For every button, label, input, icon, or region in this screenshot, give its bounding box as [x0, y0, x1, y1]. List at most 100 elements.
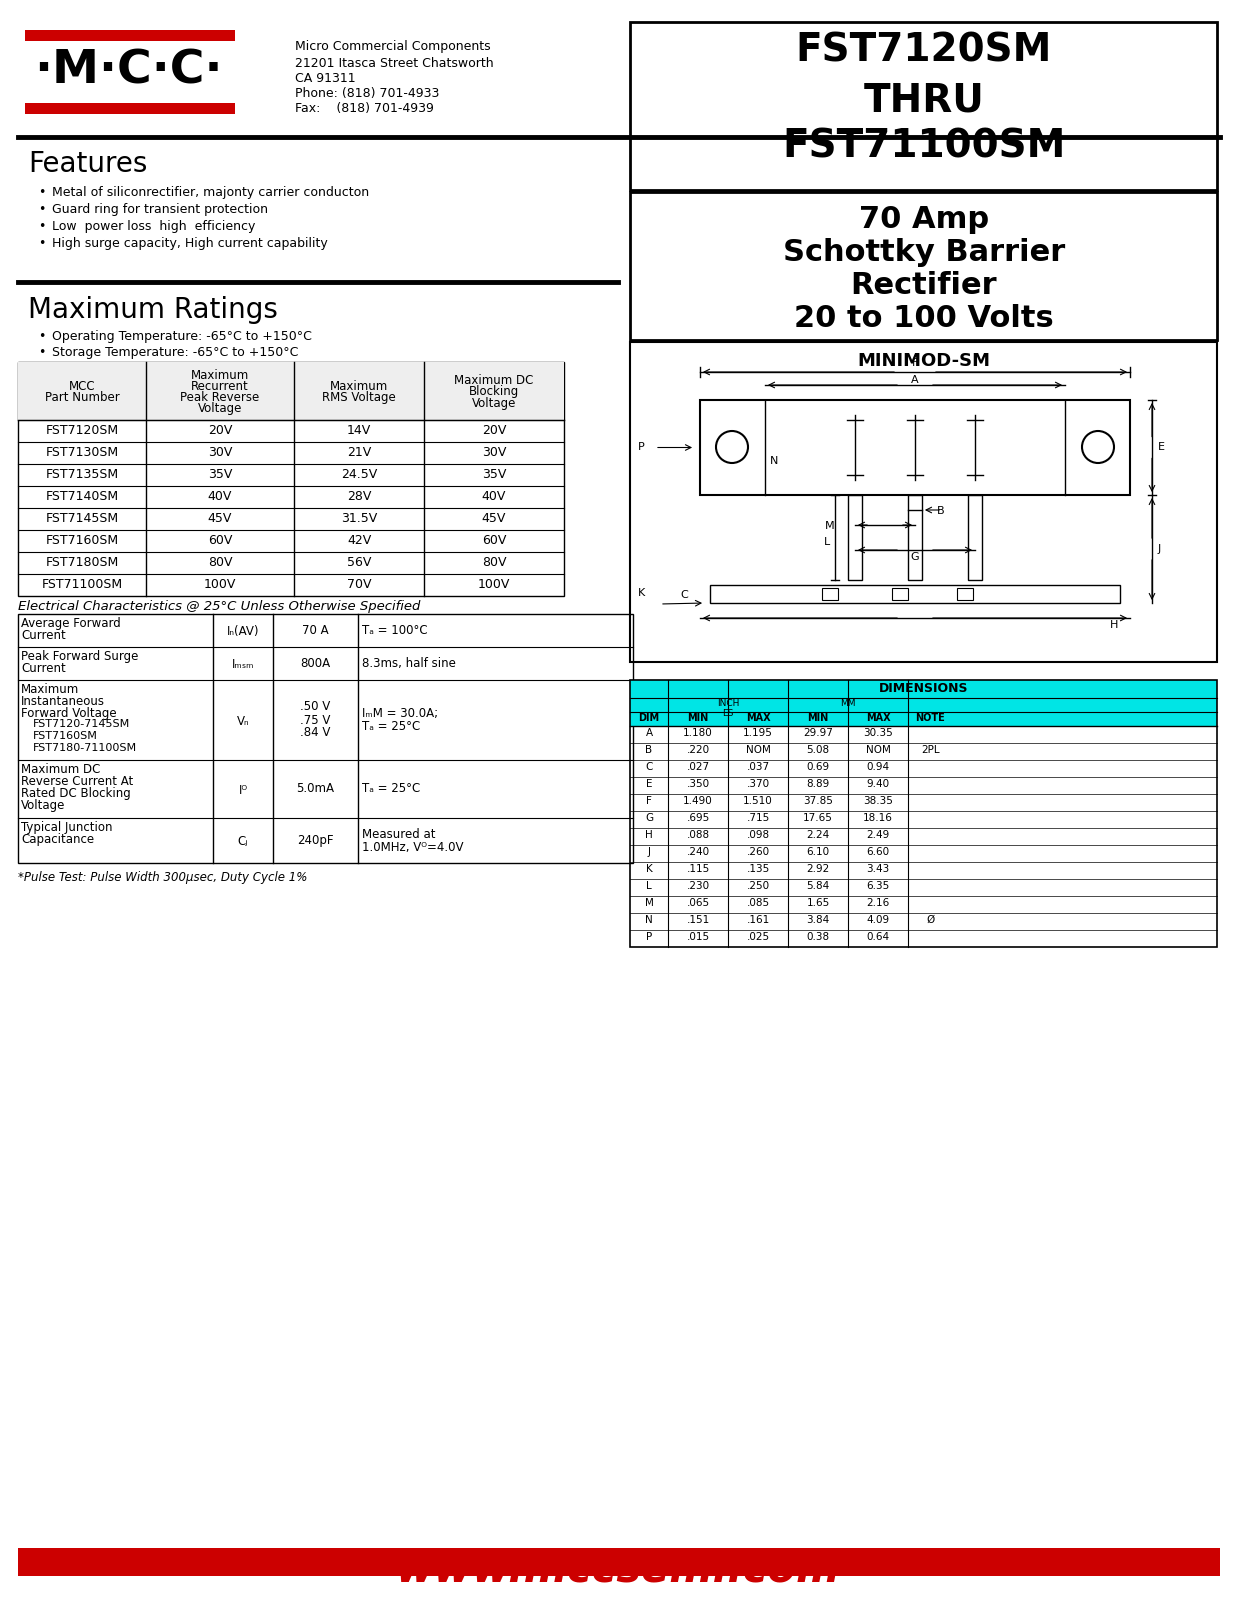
Text: .230: .230 [687, 882, 710, 891]
Text: Features: Features [28, 150, 147, 178]
Text: •: • [38, 237, 46, 250]
Text: 2.16: 2.16 [866, 898, 889, 909]
Text: 30.35: 30.35 [863, 728, 893, 738]
Text: www.mccsemi.com: www.mccsemi.com [396, 1549, 840, 1590]
Text: .250: .250 [746, 882, 769, 891]
Text: Voltage: Voltage [471, 397, 516, 410]
Text: A: A [646, 728, 653, 738]
Text: Vₙ: Vₙ [236, 715, 250, 728]
Text: Recurrent: Recurrent [192, 379, 249, 394]
Text: Maximum Ratings: Maximum Ratings [28, 296, 278, 323]
Text: 2.24: 2.24 [807, 830, 830, 840]
Text: G: G [644, 813, 653, 822]
Text: Tₐ = 100°C: Tₐ = 100°C [362, 624, 428, 637]
Text: .50 V: .50 V [301, 701, 330, 714]
Text: Fax:    (818) 701-4939: Fax: (818) 701-4939 [294, 102, 434, 115]
Text: NOM: NOM [746, 746, 771, 755]
Text: High surge capacity, High current capability: High surge capacity, High current capabi… [52, 237, 328, 250]
Text: 40V: 40V [482, 490, 506, 502]
Text: 0.64: 0.64 [866, 931, 889, 942]
Text: J: J [1158, 544, 1162, 554]
Text: 14V: 14V [346, 424, 371, 437]
Text: C: C [680, 590, 688, 600]
Text: FST7160SM: FST7160SM [46, 534, 119, 547]
Text: 100V: 100V [477, 578, 510, 590]
Text: 6.35: 6.35 [866, 882, 889, 891]
Text: THRU: THRU [863, 82, 985, 120]
Text: Micro Commercial Components: Micro Commercial Components [294, 40, 491, 53]
Text: 800A: 800A [301, 658, 330, 670]
Text: .115: .115 [687, 864, 710, 874]
Text: FST7160SM: FST7160SM [33, 731, 98, 741]
Text: Cⱼ: Cⱼ [238, 835, 249, 848]
Text: K: K [638, 587, 644, 598]
Text: Maximum: Maximum [190, 370, 249, 382]
Text: 4.09: 4.09 [866, 915, 889, 925]
Text: *Pulse Test: Pulse Width 300μsec, Duty Cycle 1%: *Pulse Test: Pulse Width 300μsec, Duty C… [19, 870, 307, 883]
Text: 1.195: 1.195 [743, 728, 773, 738]
Bar [823, 587, 837, 600]
Text: Iᴼ: Iᴼ [239, 784, 247, 797]
Text: E: E [646, 779, 652, 789]
Text: Voltage: Voltage [198, 402, 242, 414]
Text: •: • [38, 330, 46, 342]
Bar [710, 586, 1119, 603]
Text: Typical Junction: Typical Junction [21, 821, 113, 834]
Text: 70 Amp: 70 Amp [858, 205, 990, 234]
Bar [630, 342, 1217, 662]
Text: F: F [646, 795, 652, 806]
Bar [957, 587, 974, 600]
Text: 0.94: 0.94 [866, 762, 889, 773]
Text: MIN: MIN [808, 714, 829, 723]
Text: F: F [912, 358, 918, 368]
Text: Maximum: Maximum [21, 683, 79, 696]
Bar [19, 362, 564, 419]
Bar [630, 22, 1217, 190]
Text: B: B [646, 746, 653, 755]
Text: .84 V: .84 V [301, 726, 330, 739]
Text: .715: .715 [746, 813, 769, 822]
Text: CA 91311: CA 91311 [294, 72, 355, 85]
Text: 45V: 45V [208, 512, 233, 525]
Bar [630, 712, 1217, 726]
Text: 70V: 70V [346, 578, 371, 590]
Text: 56V: 56V [346, 557, 371, 570]
Text: FST7130SM: FST7130SM [46, 446, 119, 459]
Text: Electrical Characteristics @ 25°C Unless Otherwise Specified: Electrical Characteristics @ 25°C Unless… [19, 600, 421, 613]
Text: 45V: 45V [482, 512, 506, 525]
Bar [630, 192, 1217, 341]
Text: INCH
ES: INCH ES [716, 699, 740, 718]
Bar [630, 698, 1217, 712]
Text: Tₐ = 25°C: Tₐ = 25°C [362, 720, 421, 733]
Bar [969, 494, 982, 579]
Text: FST7135SM: FST7135SM [46, 467, 119, 482]
Text: 38.35: 38.35 [863, 795, 893, 806]
Text: H: H [646, 830, 653, 840]
Text: Operating Temperature: -65°C to +150°C: Operating Temperature: -65°C to +150°C [52, 330, 312, 342]
Text: .220: .220 [687, 746, 710, 755]
Text: Iₙ(AV): Iₙ(AV) [226, 626, 260, 638]
Text: J: J [647, 846, 651, 858]
Text: .161: .161 [746, 915, 769, 925]
Text: •: • [38, 219, 46, 234]
Text: IₘM = 30.0A;: IₘM = 30.0A; [362, 707, 438, 720]
Text: Guard ring for transient protection: Guard ring for transient protection [52, 203, 268, 216]
Text: Phone: (818) 701-4933: Phone: (818) 701-4933 [294, 86, 439, 99]
Text: .037: .037 [746, 762, 769, 773]
Text: FST7180-71100SM: FST7180-71100SM [33, 742, 137, 754]
Text: P: P [646, 931, 652, 942]
Text: Reverse Current At: Reverse Current At [21, 774, 134, 787]
Text: 21201 Itasca Street Chatsworth: 21201 Itasca Street Chatsworth [294, 58, 494, 70]
Text: .015: .015 [687, 931, 710, 942]
Text: A: A [912, 374, 919, 386]
Text: 60V: 60V [208, 534, 233, 547]
Text: 5.0mA: 5.0mA [297, 782, 334, 795]
Text: 80V: 80V [481, 557, 506, 570]
Text: 5.84: 5.84 [807, 882, 830, 891]
Bar [849, 494, 862, 579]
Text: 3.84: 3.84 [807, 915, 830, 925]
Text: 240pF: 240pF [297, 834, 334, 846]
Text: E: E [1158, 443, 1165, 453]
Text: 2PL: 2PL [922, 746, 940, 755]
Text: Current: Current [21, 629, 66, 642]
